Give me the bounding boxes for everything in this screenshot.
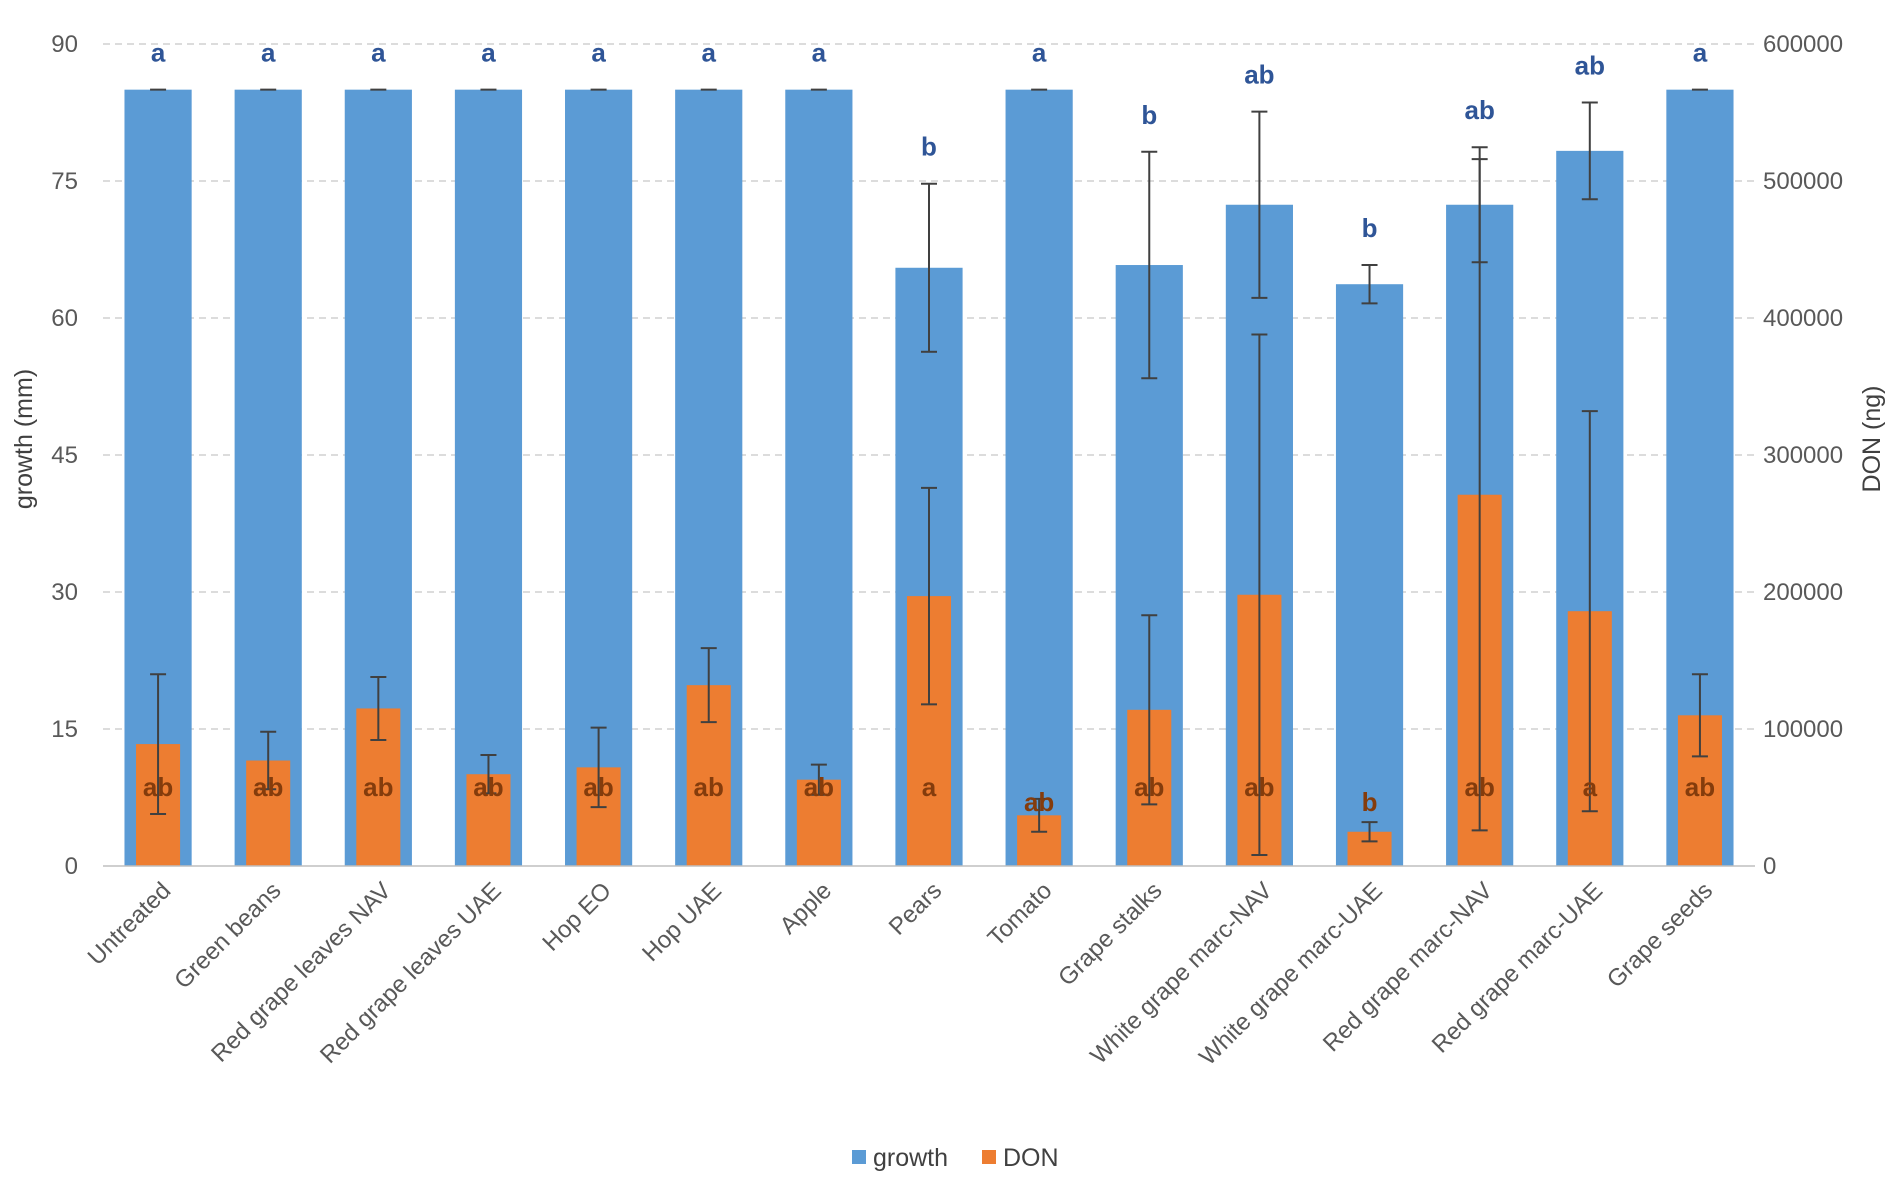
don-sig-label-white-grape-marc-uae: b [1362,787,1378,817]
x-tick-white-grape-marc-nav: White grape marc-NAV [1085,877,1277,1069]
x-tick-untreated: Untreated [83,877,177,971]
y-tick-left-0: 0 [65,853,78,880]
x-tick-red-grape-leaves-uae: Red grape leaves UAE [315,877,507,1069]
growth-sig-label-untreated: a [151,38,166,68]
y-tick-right-200000: 200000 [1763,579,1843,606]
growth-sig-label-red-grape-marc-uae: ab [1575,50,1605,80]
don-sig-label-red-grape-marc-nav: ab [1464,772,1494,802]
don-sig-label-untreated: ab [143,772,173,802]
y-tick-left-15: 15 [51,716,78,743]
growth-bar-white-grape-marc-uae [1335,284,1404,866]
don-sig-label-tomato: ab [1024,787,1054,817]
growth-sig-label-pears: b [921,132,937,162]
y-tick-right-400000: 400000 [1763,305,1843,332]
y-axis-left-title: growth (mm) [10,369,38,509]
legend-label-don: DON [1003,1144,1059,1172]
x-tick-apple: Apple [775,877,838,940]
y-tick-left-60: 60 [51,305,78,332]
don-sig-label-hop-uae: ab [694,772,724,802]
don-sig-label-pears: a [922,772,937,802]
y-tick-left-30: 30 [51,579,78,606]
growth-bar-tomato [1005,89,1073,866]
growth-sig-label-hop-uae: a [701,38,716,68]
y-tick-left-90: 90 [51,31,78,58]
growth-sig-label-tomato: a [1032,38,1047,68]
don-sig-label-white-grape-marc-nav: ab [1244,772,1274,802]
x-tick-grape-stalks: Grape stalks [1053,877,1167,991]
significance-labels: a ab a ab a ab a ab a ab a ab a ab b a a ab b ab ab ab b b ab ab a… [143,38,1715,817]
legend-swatch-don [982,1150,996,1164]
error-bars [150,88,1708,857]
don-sig-label-green-beans: ab [253,772,283,802]
legend: growth DON [852,1144,1059,1172]
y-tick-left-75: 75 [51,168,78,195]
don-sig-label-grape-seeds: ab [1685,772,1715,802]
y-tick-right-100000: 100000 [1763,716,1843,743]
x-tick-white-grape-marc-uae: White grape marc-UAE [1194,877,1388,1071]
growth-sig-label-hop-eo: a [591,38,606,68]
y-tick-left-45: 45 [51,442,78,469]
y-tick-right-300000: 300000 [1763,442,1843,469]
growth-sig-label-red-grape-leaves-nav: a [371,38,386,68]
growth-sig-label-grape-seeds: a [1693,38,1708,68]
x-tick-hop-uae: Hop UAE [637,877,727,967]
y-tick-right-500000: 500000 [1763,168,1843,195]
x-tick-pears: Pears [884,877,947,940]
y-tick-right-0: 0 [1763,853,1776,880]
x-tick-hop-eo: Hop EO [537,877,616,956]
legend-label-growth: growth [873,1144,948,1172]
growth-sig-label-white-grape-marc-nav: ab [1244,60,1274,90]
x-tick-grape-seeds: Grape seeds [1602,877,1718,993]
x-tick-red-grape-leaves-nav: Red grape leaves NAV [206,877,396,1067]
don-sig-label-grape-stalks: ab [1134,772,1164,802]
growth-sig-label-green-beans: a [261,38,276,68]
growth-sig-label-red-grape-marc-nav: ab [1464,95,1494,125]
growth-sig-label-grape-stalks: b [1141,100,1157,130]
growth-sig-label-apple: a [812,38,827,68]
y-tick-right-600000: 600000 [1763,31,1843,58]
growth-bar-red-grape-leaves-uae [454,89,523,866]
growth-bar-apple [785,89,853,866]
don-sig-label-hop-eo: ab [583,772,613,802]
legend-swatch-growth [852,1150,866,1164]
don-sig-label-red-grape-marc-uae: a [1583,772,1598,802]
growth-sig-label-white-grape-marc-uae: b [1362,213,1378,243]
don-sig-label-red-grape-leaves-nav: ab [363,772,393,802]
x-tick-green-beans: Green beans [169,877,286,994]
growth-sig-label-red-grape-leaves-uae: a [481,38,496,68]
y-axis-right-title: DON (ng) [1858,386,1886,493]
x-tick-tomato: Tomato [983,877,1058,952]
don-sig-label-apple: ab [804,772,834,802]
don-sig-label-red-grape-leaves-uae: ab [473,772,503,802]
